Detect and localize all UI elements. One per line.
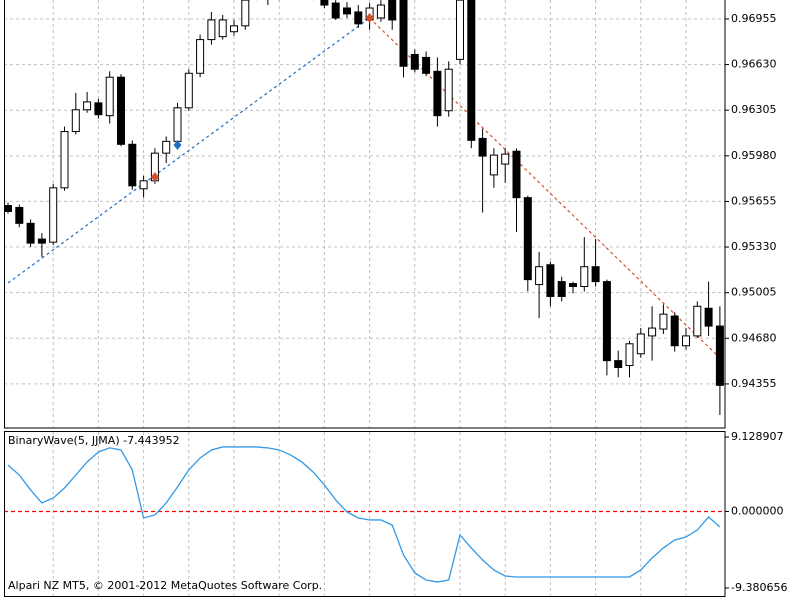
y-tick-label: 0.94680	[731, 331, 777, 344]
candle-body	[399, 0, 408, 67]
candle-body	[94, 102, 103, 116]
candle-body	[636, 333, 645, 355]
candle-body	[478, 137, 487, 157]
price-frame	[4, 0, 726, 429]
candle-body	[715, 325, 724, 386]
candle-body	[354, 11, 363, 25]
indicator-title: BinaryWave(5, JJMA) -7.443952	[8, 434, 180, 447]
candle-body	[196, 39, 205, 74]
candle-body	[162, 140, 171, 154]
candle-body	[444, 68, 453, 112]
candle-body	[489, 154, 498, 176]
candle-body	[557, 281, 566, 297]
candle-body	[331, 2, 340, 19]
indicator-frame	[4, 431, 726, 597]
y-tick-label: 9.128907	[731, 430, 784, 443]
candle-body	[512, 150, 521, 199]
candle-body	[4, 205, 12, 212]
y-tick-label: 0.96305	[731, 103, 777, 116]
candle-body	[591, 266, 600, 283]
y-tick-label: 0.95655	[731, 194, 777, 207]
candle-body	[26, 222, 35, 244]
candle-body	[456, 0, 464, 60]
y-tick-label: 0.95980	[731, 149, 777, 162]
candle-body	[625, 343, 634, 367]
candle-body	[117, 76, 125, 145]
candle-body	[648, 327, 657, 337]
signal-marker	[365, 12, 374, 23]
candle-body	[49, 187, 58, 243]
candle-body	[60, 131, 69, 189]
candle-body	[241, 0, 250, 27]
candle-body	[37, 238, 46, 244]
candle-body	[682, 335, 690, 347]
candle-body	[659, 313, 668, 330]
candle-body	[139, 180, 148, 190]
candle-body	[105, 76, 114, 117]
y-tick-label: 0.000000	[731, 504, 784, 517]
candle-body	[83, 101, 92, 111]
candle-body	[693, 305, 702, 337]
y-tick-label: -9.380656	[731, 581, 787, 594]
candle-body	[535, 266, 544, 286]
candle-body	[207, 19, 216, 41]
footer: Alpari NZ MT5, © 2001-2012 MetaQuotes So…	[8, 579, 322, 592]
candle-body	[410, 53, 419, 70]
candle-body	[184, 72, 193, 109]
candle-body	[173, 107, 182, 142]
candle-body	[218, 19, 227, 38]
candle-body	[388, 0, 397, 21]
zigzag-line	[7, 17, 370, 284]
candle-body	[501, 153, 510, 165]
indicator-line	[7, 446, 721, 583]
candle-body	[230, 25, 238, 33]
y-tick-label: 0.96955	[731, 12, 777, 25]
candle-body	[128, 143, 137, 187]
signal-marker	[173, 140, 182, 151]
candle-body	[580, 266, 589, 288]
y-tick-label: 0.94355	[731, 377, 777, 390]
candle-body	[546, 264, 555, 297]
candle-body	[71, 109, 80, 133]
candle-body	[704, 307, 713, 327]
price-panel	[4, 0, 725, 428]
candle-body	[343, 7, 351, 15]
candle-body	[614, 360, 623, 368]
y-tick-label: 0.95330	[731, 240, 777, 253]
y-tick-label: 0.95005	[731, 286, 777, 299]
y-tick-label: 0.96630	[731, 58, 777, 71]
candle-body	[422, 56, 431, 74]
axes: 0.96955 0.96630 0.96305 0.95980 0.95655 0.953…	[725, 12, 787, 594]
candle-body	[569, 283, 577, 288]
indicator-panel	[4, 432, 725, 596]
candle-body	[376, 4, 385, 19]
candle-body	[602, 281, 611, 362]
signal-marker	[150, 172, 159, 183]
candle-body	[320, 0, 329, 6]
candle-body	[523, 197, 532, 281]
candle-body	[467, 0, 476, 141]
candle-body	[15, 206, 24, 224]
candle-body	[670, 315, 679, 347]
candle-body	[433, 70, 442, 117]
